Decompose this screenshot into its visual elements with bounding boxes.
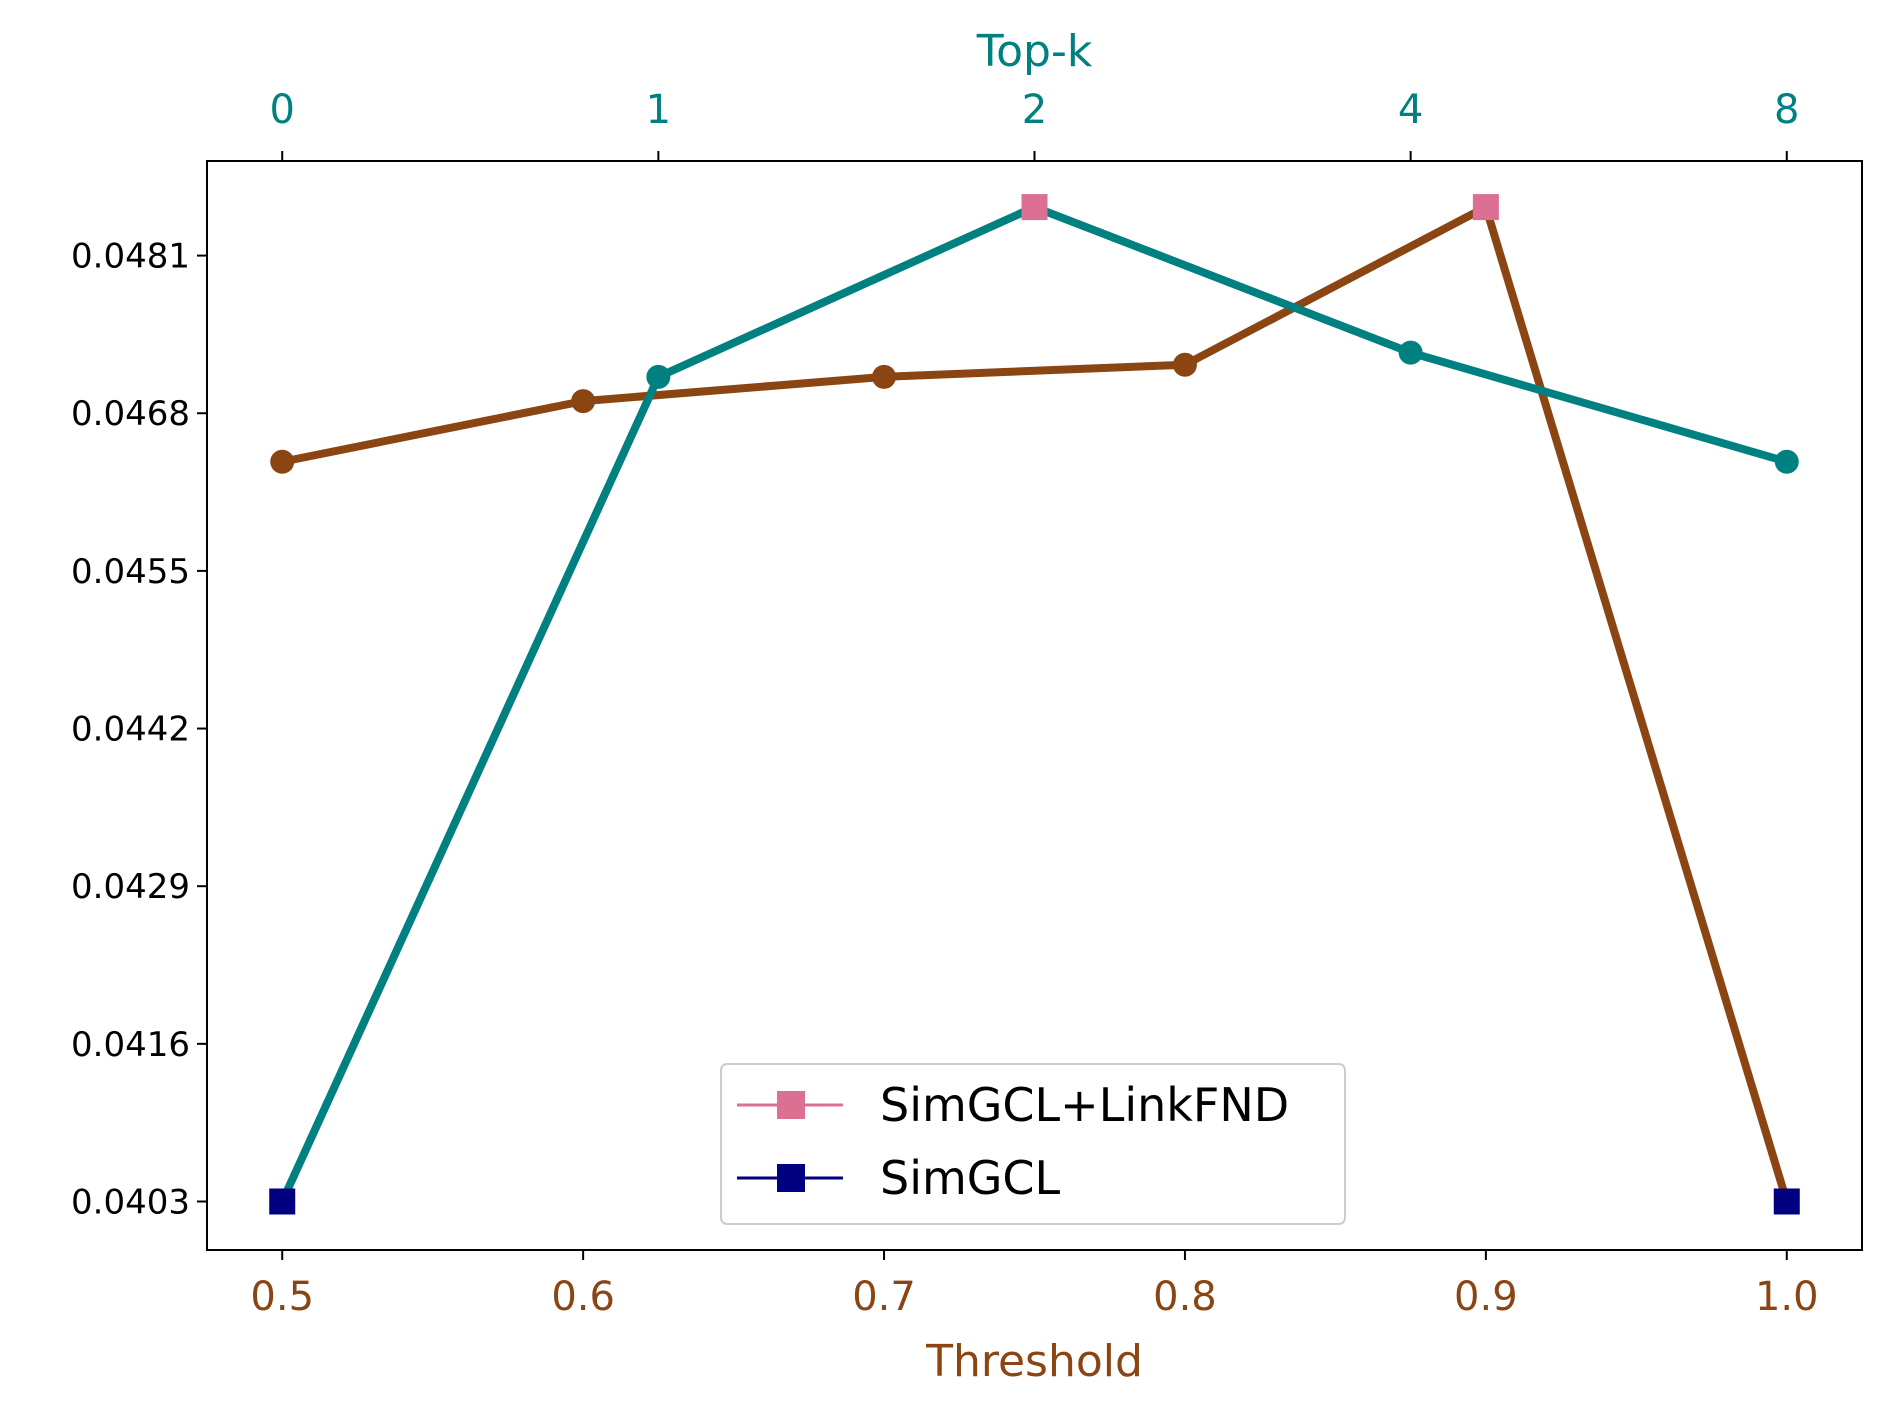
top-axis-title: Top-k xyxy=(976,26,1093,77)
top-tick-label: 4 xyxy=(1398,87,1423,133)
series-line-1 xyxy=(281,203,1791,1203)
y-tick-label: 0.0442 xyxy=(71,710,190,750)
y-tick-label: 0.0416 xyxy=(71,1025,190,1065)
data-point xyxy=(872,364,897,389)
bottom-tick-label: 0.8 xyxy=(1153,1274,1217,1320)
y-tick-label: 0.0468 xyxy=(71,394,190,434)
data-point xyxy=(1398,340,1423,365)
bottom-tick-label: 0.6 xyxy=(551,1274,615,1320)
y-tick-label: 0.0429 xyxy=(71,867,190,907)
top-tick-label: 0 xyxy=(270,87,295,133)
top-tick-label: 2 xyxy=(1022,87,1047,133)
data-point xyxy=(646,364,671,389)
legend-box xyxy=(720,1063,1346,1225)
data-point xyxy=(571,389,596,414)
legend-label: SimGCL xyxy=(880,1151,1061,1205)
bottom-tick-label: 1.0 xyxy=(1755,1274,1819,1320)
top-tick-label: 1 xyxy=(646,87,671,133)
legend: SimGCL+LinkFND SimGCL xyxy=(720,1063,1346,1225)
y-axis-ticks: 0.0403 0.0416 0.0429 0.0442 0.0455 0.0468 0.04… xyxy=(71,237,207,1222)
legend-marker xyxy=(777,1091,805,1119)
y-tick-label: 0.0403 xyxy=(71,1182,190,1222)
best-point-marker xyxy=(1021,194,1048,221)
y-tick-label: 0.0481 xyxy=(71,237,190,277)
bottom-tick-label: 0.5 xyxy=(250,1274,314,1320)
top-tick-label: 8 xyxy=(1774,87,1799,133)
series-markers xyxy=(269,194,1800,1215)
baseline-point-marker xyxy=(1773,1188,1800,1215)
legend-marker xyxy=(777,1164,805,1192)
series-lines xyxy=(278,203,1791,1204)
best-point-marker xyxy=(1472,194,1499,221)
top-axis-ticks: 0 1 2 4 8 xyxy=(270,87,1799,161)
series-line-2 xyxy=(278,203,1788,1204)
bottom-axis-ticks: 0.5 0.6 0.7 0.8 0.9 1.0 xyxy=(250,1250,1819,1320)
x-axis-title: Threshold xyxy=(925,1336,1143,1387)
y-tick-label: 0.0455 xyxy=(71,552,190,592)
data-point xyxy=(1774,449,1799,474)
baseline-point-marker xyxy=(269,1188,296,1215)
bottom-tick-label: 0.9 xyxy=(1454,1274,1518,1320)
data-point xyxy=(1172,352,1197,377)
plot-frame xyxy=(206,160,1863,1251)
legend-label: SimGCL+LinkFND xyxy=(880,1078,1289,1132)
data-point xyxy=(270,449,295,474)
bottom-tick-label: 0.7 xyxy=(852,1274,916,1320)
